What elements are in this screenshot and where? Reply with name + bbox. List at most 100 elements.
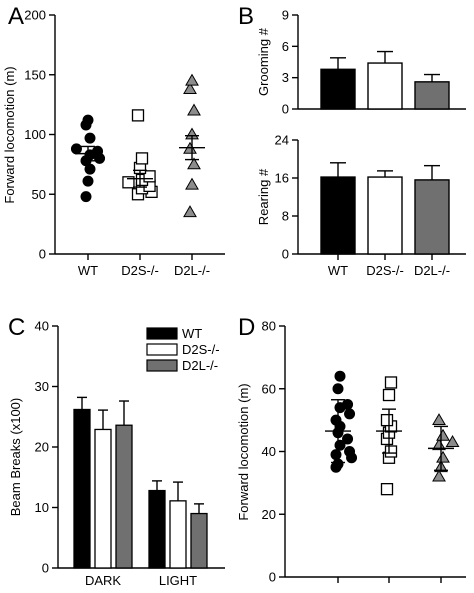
data-point [432, 438, 446, 451]
legend-label: WT [182, 326, 202, 341]
y-axis-title: Forward locomotion (m) [2, 66, 17, 203]
y-axis: 0 8 16 24 Rearing # [256, 133, 299, 262]
data-point [82, 175, 94, 187]
data-point [445, 435, 460, 447]
y-tick-label: 200 [24, 8, 46, 23]
y-tick-label: 30 [35, 379, 49, 394]
data-point [330, 449, 342, 461]
data-point [344, 446, 356, 457]
bar-D2L-/- [414, 179, 450, 255]
legend-label: D2S-/- [182, 342, 220, 357]
data-point [436, 450, 450, 463]
y-tick-label: 0 [42, 561, 49, 576]
y-tick-label: 16 [275, 171, 289, 186]
series-D2S-/- [122, 109, 158, 201]
y-tick-label: 80 [262, 319, 276, 334]
y-tick-label: 24 [275, 133, 289, 148]
bar-D2L-/- [414, 81, 450, 110]
series-D2L-/- [179, 73, 205, 218]
data-point [384, 376, 398, 389]
y-tick-label: 40 [35, 319, 49, 334]
legend-label: D2L-/- [182, 358, 218, 373]
data-point [185, 73, 199, 86]
bar-WT [148, 489, 166, 569]
bar-D2S-/- [367, 176, 403, 255]
data-point [436, 428, 450, 441]
data-point [82, 114, 94, 126]
y-tick-label: 0 [269, 570, 276, 585]
panel-letter: D [238, 314, 255, 341]
data-point [84, 132, 96, 144]
legend-swatch-D2S-/- [146, 343, 178, 356]
y-axis-title: Beam Breaks (x100) [8, 398, 23, 517]
series-D2L-/- [428, 413, 460, 482]
bar-WT [73, 408, 91, 569]
legend-swatch-D2L-/- [146, 359, 178, 372]
data-point [84, 163, 96, 175]
y-tick-label: 10 [35, 500, 49, 515]
x-axis: WT D2S-/- D2L-/- [298, 253, 466, 278]
bar-D2L-/- [190, 512, 208, 569]
group-LIGHT [148, 480, 208, 569]
panel-letter: A [8, 3, 24, 30]
data-point [344, 408, 356, 420]
series-WT [325, 370, 358, 473]
data-point [183, 205, 197, 218]
data-point [143, 170, 156, 183]
data-point [70, 143, 82, 155]
x-tick-label: LIGHT [159, 573, 197, 588]
y-axis: 0 10 20 30 40 Beam Breaks (x100) [8, 319, 59, 576]
y-tick-label: 0 [282, 102, 289, 117]
y-tick-label: 20 [35, 440, 49, 455]
x-tick-label: WT [78, 263, 98, 278]
legend-swatch-WT [146, 327, 178, 340]
y-tick-label: 8 [282, 209, 289, 224]
x-axis: WT D2S-/- D2L-/- [55, 253, 225, 278]
data-point [332, 458, 344, 470]
bar-D2S-/- [367, 62, 403, 110]
group-DARK [73, 396, 133, 569]
y-axis: 0 20 40 60 80 Forward locomotion (m) [236, 319, 286, 585]
y-axis-title: Forward locomotion (m) [236, 383, 251, 520]
x-tick-label: D2L-/- [414, 263, 450, 278]
bar-WT [320, 176, 356, 255]
data-point [432, 469, 446, 482]
data-point [185, 177, 199, 190]
y-tick-label: 100 [24, 127, 46, 142]
y-tick-label: 60 [262, 381, 276, 396]
series-WT [70, 114, 106, 203]
y-tick-label: 50 [32, 187, 46, 202]
bar-D2S-/- [94, 428, 112, 569]
data-point [187, 103, 201, 116]
series-D2S-/- [376, 376, 402, 496]
data-point [330, 414, 342, 426]
bar-D2S-/- [169, 500, 187, 569]
data-point [334, 439, 346, 451]
y-tick-label: 40 [262, 444, 276, 459]
data-point [342, 398, 354, 410]
data-point [382, 388, 396, 402]
y-tick-label: 0 [39, 247, 46, 262]
y-tick-label: 6 [282, 39, 289, 54]
data-point [380, 482, 394, 496]
y-tick-label: 9 [282, 8, 289, 23]
data-point [384, 445, 398, 458]
y-tick-label: 0 [282, 247, 289, 262]
data-point [432, 413, 446, 426]
panel-letter: B [238, 3, 254, 30]
data-point [122, 176, 135, 189]
panel-letter: C [8, 314, 25, 341]
x-tick-label: D2S-/- [121, 263, 159, 278]
x-tick-label: D2L-/- [174, 263, 210, 278]
data-point [342, 433, 354, 445]
data-point [135, 152, 149, 165]
data-point [80, 191, 92, 203]
data-point [380, 413, 394, 427]
y-tick-label: 20 [262, 507, 276, 522]
data-point [187, 157, 201, 170]
data-point [332, 383, 344, 395]
y-axis: 0 50 100 150 200 Forward locomotion (m) [2, 8, 56, 262]
data-point [131, 109, 145, 122]
